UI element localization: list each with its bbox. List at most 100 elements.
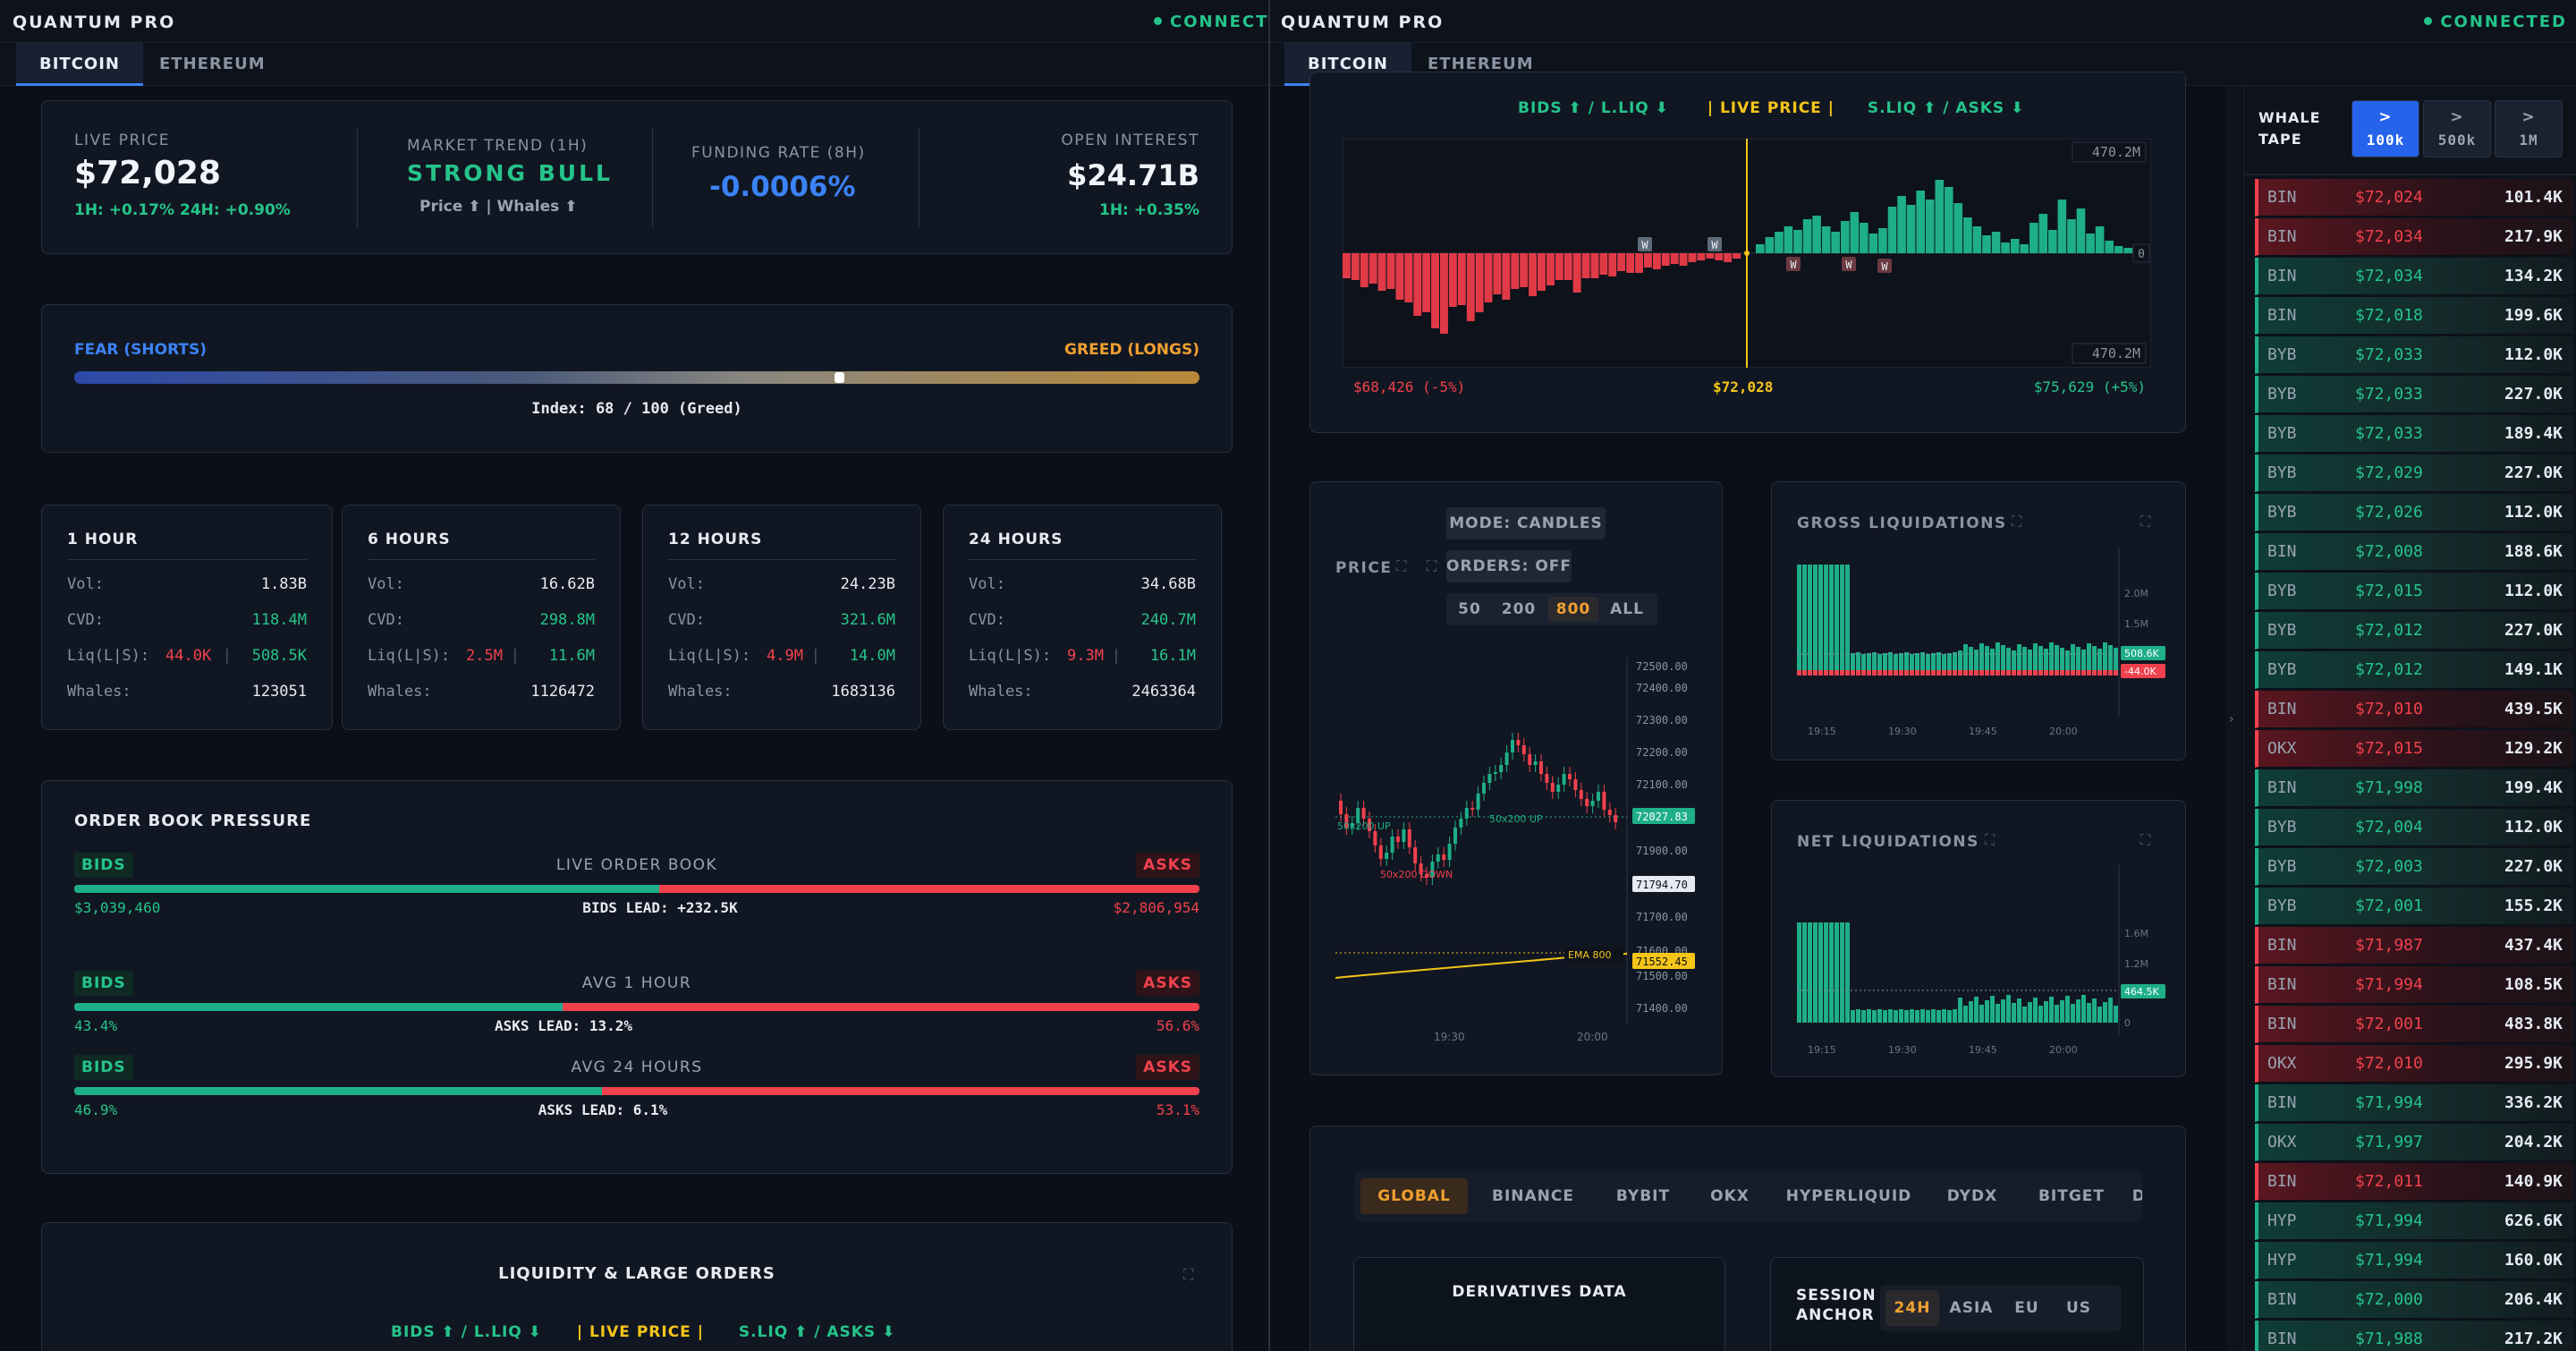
candle (1545, 767, 1549, 790)
liq-bar (2022, 1007, 2027, 1023)
whale-tape-row[interactable]: BIN $71,994 336.2K (2255, 1084, 2573, 1122)
liq-bar-neg (1899, 670, 1903, 676)
whale-filter-100k[interactable]: >100k (2351, 100, 2419, 157)
whale-marker[interactable]: W (1707, 237, 1722, 251)
tab-bitcoin[interactable]: BITCOIN (16, 43, 143, 86)
whale-tape-row[interactable]: BYB $72,003 227.0K (2255, 848, 2573, 886)
whale-tape-row[interactable]: BIN $71,988 217.2K (2255, 1321, 2573, 1351)
liq-bar (1979, 643, 1984, 670)
exchange-tab-dydx[interactable]: DYDX (1946, 1187, 1998, 1205)
exchange-tab-binance[interactable]: BINANCE (1492, 1187, 1574, 1205)
stat-label: CVD: (67, 611, 104, 629)
exchange-tab-bybit[interactable]: BYBIT (1615, 1187, 1671, 1205)
range-200[interactable]: 200 (1501, 600, 1537, 618)
whale-marker[interactable]: W (1638, 237, 1652, 251)
range-800[interactable]: 800 (1548, 597, 1598, 622)
session-option-asia[interactable]: ASIA (1949, 1299, 1994, 1317)
session-option-us[interactable]: US (2065, 1299, 2092, 1317)
whale-tape-row[interactable]: BYB $72,033 189.4K (2255, 415, 2573, 453)
ask-bar (1860, 223, 1868, 253)
whale-tape-row[interactable]: BYB $72,029 227.0K (2255, 455, 2573, 492)
whale-tape-row[interactable]: HYP $71,994 160.0K (2255, 1242, 2573, 1279)
whale-tape-row[interactable]: BYB $72,015 112.0K (2255, 573, 2573, 610)
whale-tape-row[interactable]: BIN $71,998 199.4K (2255, 769, 2573, 807)
bid-bar (1529, 253, 1537, 296)
ask-bar (2086, 234, 2095, 253)
liq-bar-neg (2071, 670, 2075, 676)
liq-bar (1883, 653, 1887, 670)
range-all[interactable]: ALL (1610, 600, 1644, 618)
tab-ethereum[interactable]: ETHEREUM (159, 55, 266, 73)
whale-tape-row[interactable]: BIN $71,987 437.4K (2255, 927, 2573, 964)
whale-tape-row[interactable]: BYB $72,001 155.2K (2255, 888, 2573, 925)
mode-button[interactable]: MODE: CANDLES (1446, 507, 1606, 540)
whale-tape-row[interactable]: OKX $71,997 204.2K (2255, 1124, 2573, 1161)
exchange-tab-global[interactable]: GLOBAL (1360, 1178, 1468, 1214)
stat-row: Vol: 34.68B (969, 568, 1196, 600)
whale-tape-row[interactable]: HYP $71,994 626.6K (2255, 1202, 2573, 1240)
session-option-eu[interactable]: EU (2014, 1299, 2039, 1317)
whale-tape-row[interactable]: BIN $72,010 439.5K (2255, 691, 2573, 728)
liq-bar (1915, 1010, 1919, 1023)
expand-icon[interactable]: ⛶ (2012, 513, 2022, 530)
liq-bar-neg (1883, 670, 1887, 676)
whale-tape-row[interactable]: BIN $72,000 206.4K (2255, 1281, 2573, 1319)
whale-tape-row[interactable]: BYB $72,026 112.0K (2255, 494, 2573, 531)
legend-asks: S.LIQ ⬆ / ASKS ⬇ (1867, 99, 2025, 117)
whale-tape-row[interactable]: OKX $72,010 295.9K (2255, 1045, 2573, 1083)
whale-marker[interactable]: W (1877, 259, 1892, 273)
whale-tape-row[interactable]: BYB $72,012 149.1K (2255, 651, 2573, 689)
liq-bar (1990, 996, 1995, 1023)
expand-icon[interactable]: ⛶ (1985, 831, 1996, 848)
candle (1368, 811, 1371, 838)
whale-tape-row[interactable]: BIN $72,018 199.6K (2255, 297, 2573, 335)
whale-tape-row[interactable]: BYB $72,033 112.0K (2255, 336, 2573, 374)
session-option-24h[interactable]: 24H (1885, 1290, 1939, 1326)
liq-bar (1985, 646, 1989, 670)
ask-bar (1991, 232, 2001, 253)
brand-title: QUANTUM PRO (1281, 13, 1445, 32)
trade-price: $72,012 (2355, 660, 2423, 679)
whale-marker[interactable]: W (1842, 257, 1856, 271)
whale-marker[interactable]: W (1786, 257, 1801, 271)
liq-bar (1840, 922, 1844, 1023)
expand-icon[interactable]: ⛶ (1396, 557, 1407, 574)
whale-tape-row[interactable]: BIN $71,994 108.5K (2255, 966, 2573, 1004)
stat-value: 16.62B (539, 575, 595, 593)
whale-tape-row[interactable]: BYB $72,004 112.0K (2255, 809, 2573, 846)
liq-bar-neg (1931, 670, 1936, 676)
orders-toggle[interactable]: ORDERS: OFF (1446, 550, 1572, 582)
whale-tape-row[interactable]: BIN $72,001 483.8K (2255, 1006, 2573, 1043)
whale-tape-row[interactable]: BIN $72,024 101.4K (2255, 179, 2573, 217)
liq-bar-neg (2028, 670, 2032, 676)
chevron-left-icon[interactable]: › (2229, 712, 2234, 726)
liq-bar-neg (1872, 670, 1877, 676)
exchange-tab-deribi[interactable]: DERIBI (2128, 1178, 2142, 1214)
exchange-tab-hyperliquid[interactable]: HYPERLIQUID (1785, 1187, 1912, 1205)
whale-tape-row[interactable]: BYB $72,012 227.0K (2255, 612, 2573, 650)
trade-size: 134.2K (2504, 267, 2563, 285)
liq-bar (1818, 565, 1823, 670)
expand-icon[interactable]: ⛶ (1427, 557, 1437, 574)
filter-threshold: 1M (2519, 132, 2538, 149)
net-liq-chart: 1.6M1.2M800.0K0464.5K19:1519:3019:4520:0… (1797, 865, 2165, 1056)
fullscreen-icon[interactable]: ⛶ (2140, 831, 2151, 848)
derivatives-card: GLOBAL BINANCE BYBIT OKX HYPERLIQUID DYDX BITG… (1309, 1126, 2186, 1351)
whale-tape-row[interactable]: BIN $72,034 217.9K (2255, 218, 2573, 256)
expand-icon[interactable]: ⛶ (1183, 1266, 1194, 1283)
divider (67, 559, 307, 560)
exchange-tab-okx[interactable]: OKX (1710, 1187, 1750, 1205)
whale-tape-row[interactable]: BYB $72,033 227.0K (2255, 376, 2573, 413)
whale-tape-row[interactable]: BIN $72,034 134.2K (2255, 258, 2573, 295)
whale-tape-row[interactable]: OKX $72,015 129.2K (2255, 730, 2573, 768)
whale-filter-1m[interactable]: >1M (2495, 100, 2563, 157)
range-50[interactable]: 50 (1458, 600, 1481, 618)
fullscreen-icon[interactable]: ⛶ (2140, 513, 2151, 530)
liq-bar (1824, 922, 1828, 1023)
tab-ethereum[interactable]: ETHEREUM (1428, 55, 1534, 73)
whale-filter-500k[interactable]: >500k (2423, 100, 2491, 157)
ask-bar (1868, 234, 1878, 253)
whale-tape-row[interactable]: BIN $72,008 188.6K (2255, 533, 2573, 571)
whale-tape-row[interactable]: BIN $72,011 140.9K (2255, 1163, 2573, 1201)
exchange-tab-bitget[interactable]: BITGET (2038, 1187, 2106, 1205)
